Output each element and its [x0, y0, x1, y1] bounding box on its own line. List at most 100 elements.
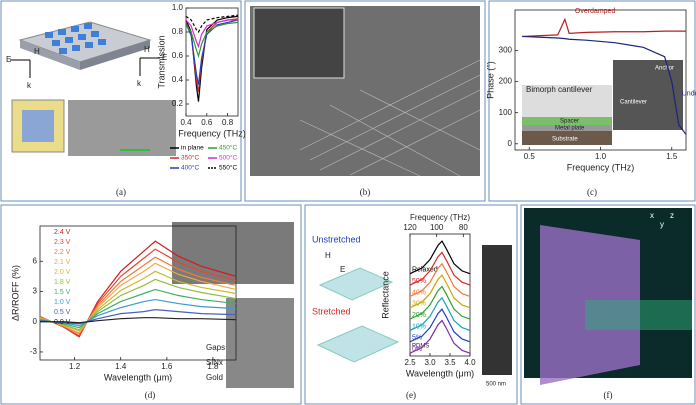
series-line — [40, 317, 237, 324]
legend-label: in plane — [181, 145, 204, 152]
legend-label: 10% — [412, 323, 426, 330]
legend-label: 1.5 V — [54, 289, 71, 296]
x-tick-label: 3.0 — [424, 358, 436, 367]
y-axis-label: Transmission — [156, 35, 166, 88]
series-line — [409, 319, 471, 354]
legend-label: 1.8 V — [54, 279, 71, 286]
legend-label: 40% — [412, 289, 426, 296]
series-line — [409, 296, 471, 332]
panel-frame — [0, 204, 302, 405]
sem-strip — [482, 245, 512, 375]
y-tick-label: 100 — [499, 108, 513, 117]
plot-frame — [185, 7, 239, 117]
series-line — [409, 240, 471, 275]
series-line — [39, 278, 237, 331]
panel-frame — [304, 204, 518, 405]
sem-inset — [253, 7, 345, 79]
legend-label: 400°C — [181, 164, 199, 172]
legend-label: 2.4 V — [54, 229, 71, 236]
annotation: H — [144, 45, 150, 54]
y-tick-label: 0 — [33, 317, 38, 326]
x-tick-label: 0.6 — [201, 118, 213, 127]
y-tick-label: 200 — [499, 77, 513, 86]
panel-label: (b) — [360, 187, 371, 197]
annotation: H — [34, 47, 40, 56]
annotation: x — [650, 211, 654, 220]
substrate-sketch — [316, 325, 400, 363]
annotation: y — [660, 220, 664, 229]
legend-label: 500°C — [219, 154, 237, 162]
x2-tick-label: 80 — [459, 223, 468, 232]
legend-label: 550°C — [219, 164, 237, 172]
annotation: Anchor — [655, 66, 674, 72]
panel-label: (f) — [604, 390, 613, 400]
series-line — [185, 21, 239, 59]
y-tick-label: -3 — [30, 347, 38, 356]
series-line — [39, 262, 237, 334]
annotation: PDMS — [412, 344, 429, 350]
x-tick-label: 0.4 — [180, 118, 192, 127]
x-tick-label: 4.0 — [464, 358, 476, 367]
annotation: E — [340, 265, 345, 274]
x2-tick-label: 120 — [403, 223, 417, 232]
y-tick-label: 6 — [33, 256, 38, 265]
annotation: Stretched — [312, 306, 351, 316]
annotation: Bimorph cantilever — [526, 85, 593, 94]
y-axis-label: Reflectance — [380, 271, 390, 319]
annotation: Spacer — [560, 119, 579, 125]
y-tick-label: 0.2 — [172, 99, 184, 108]
substrate-layer — [522, 131, 612, 145]
x-tick-label: 1.2 — [69, 362, 81, 371]
panel-label: (a) — [116, 187, 126, 197]
y-tick-label: 0 — [508, 139, 513, 148]
substrate-sketch — [318, 267, 394, 301]
series-line — [409, 274, 471, 309]
series-line — [39, 298, 237, 327]
series-line — [409, 251, 471, 286]
y-axis-label: ΔR/ROFF (%) — [10, 265, 20, 321]
y-tick-label: 300 — [499, 46, 513, 55]
x2-tick-label: 100 — [430, 223, 444, 232]
panel-label: (e) — [406, 390, 416, 400]
legend-label: 2.1 V — [54, 259, 71, 266]
series-line — [409, 262, 471, 297]
x-tick-label: 1.4 — [115, 362, 127, 371]
sem-inset — [172, 222, 294, 284]
annotation: Unstretched — [312, 234, 361, 244]
x-axis-label: Frequency (THz) — [567, 162, 635, 172]
spacer-layer — [522, 117, 612, 125]
series-line — [409, 308, 471, 343]
series-line — [522, 35, 687, 135]
metamaterial-sketch — [10, 21, 160, 78]
legend-label: 2.3 V — [54, 239, 71, 246]
legend-label: 350°C — [181, 154, 199, 162]
annotation: Gold — [206, 373, 223, 382]
x-axis-label: Wavelength (μm) — [406, 368, 474, 378]
legend-label: 0% — [412, 346, 422, 353]
x-tick-label: 3.5 — [444, 358, 456, 367]
annotation: SiNx — [206, 358, 223, 367]
x-tick-label: 2.5 — [404, 358, 416, 367]
sem-inset — [226, 298, 294, 388]
annotation: E — [162, 53, 167, 62]
x-tick-label: 1.5 — [666, 152, 678, 161]
x-tick-label: 1.6 — [161, 362, 173, 371]
x-axis-label: Wavelength (μm) — [104, 372, 172, 382]
beam — [585, 300, 692, 330]
y-tick-label: 1.0 — [172, 3, 184, 12]
legend-label: 0.5 V — [54, 309, 71, 316]
legend-label: 0.0 V — [54, 319, 71, 326]
y-tick-label: 0.8 — [172, 27, 184, 36]
annotation: 500 nm — [486, 382, 506, 388]
annotation: Metal plate — [555, 126, 585, 132]
annotation: k — [137, 79, 142, 88]
legend-label: 450°C — [219, 144, 237, 152]
panel-label: (c) — [587, 187, 597, 197]
panel-frame — [520, 204, 696, 405]
series-line — [185, 14, 239, 34]
sem-pattern — [299, 59, 481, 177]
annotation: Gaps — [206, 343, 225, 352]
annotation: z — [670, 211, 674, 220]
legend-label: 20% — [412, 312, 426, 319]
legend-label: Overdamped — [575, 8, 616, 15]
